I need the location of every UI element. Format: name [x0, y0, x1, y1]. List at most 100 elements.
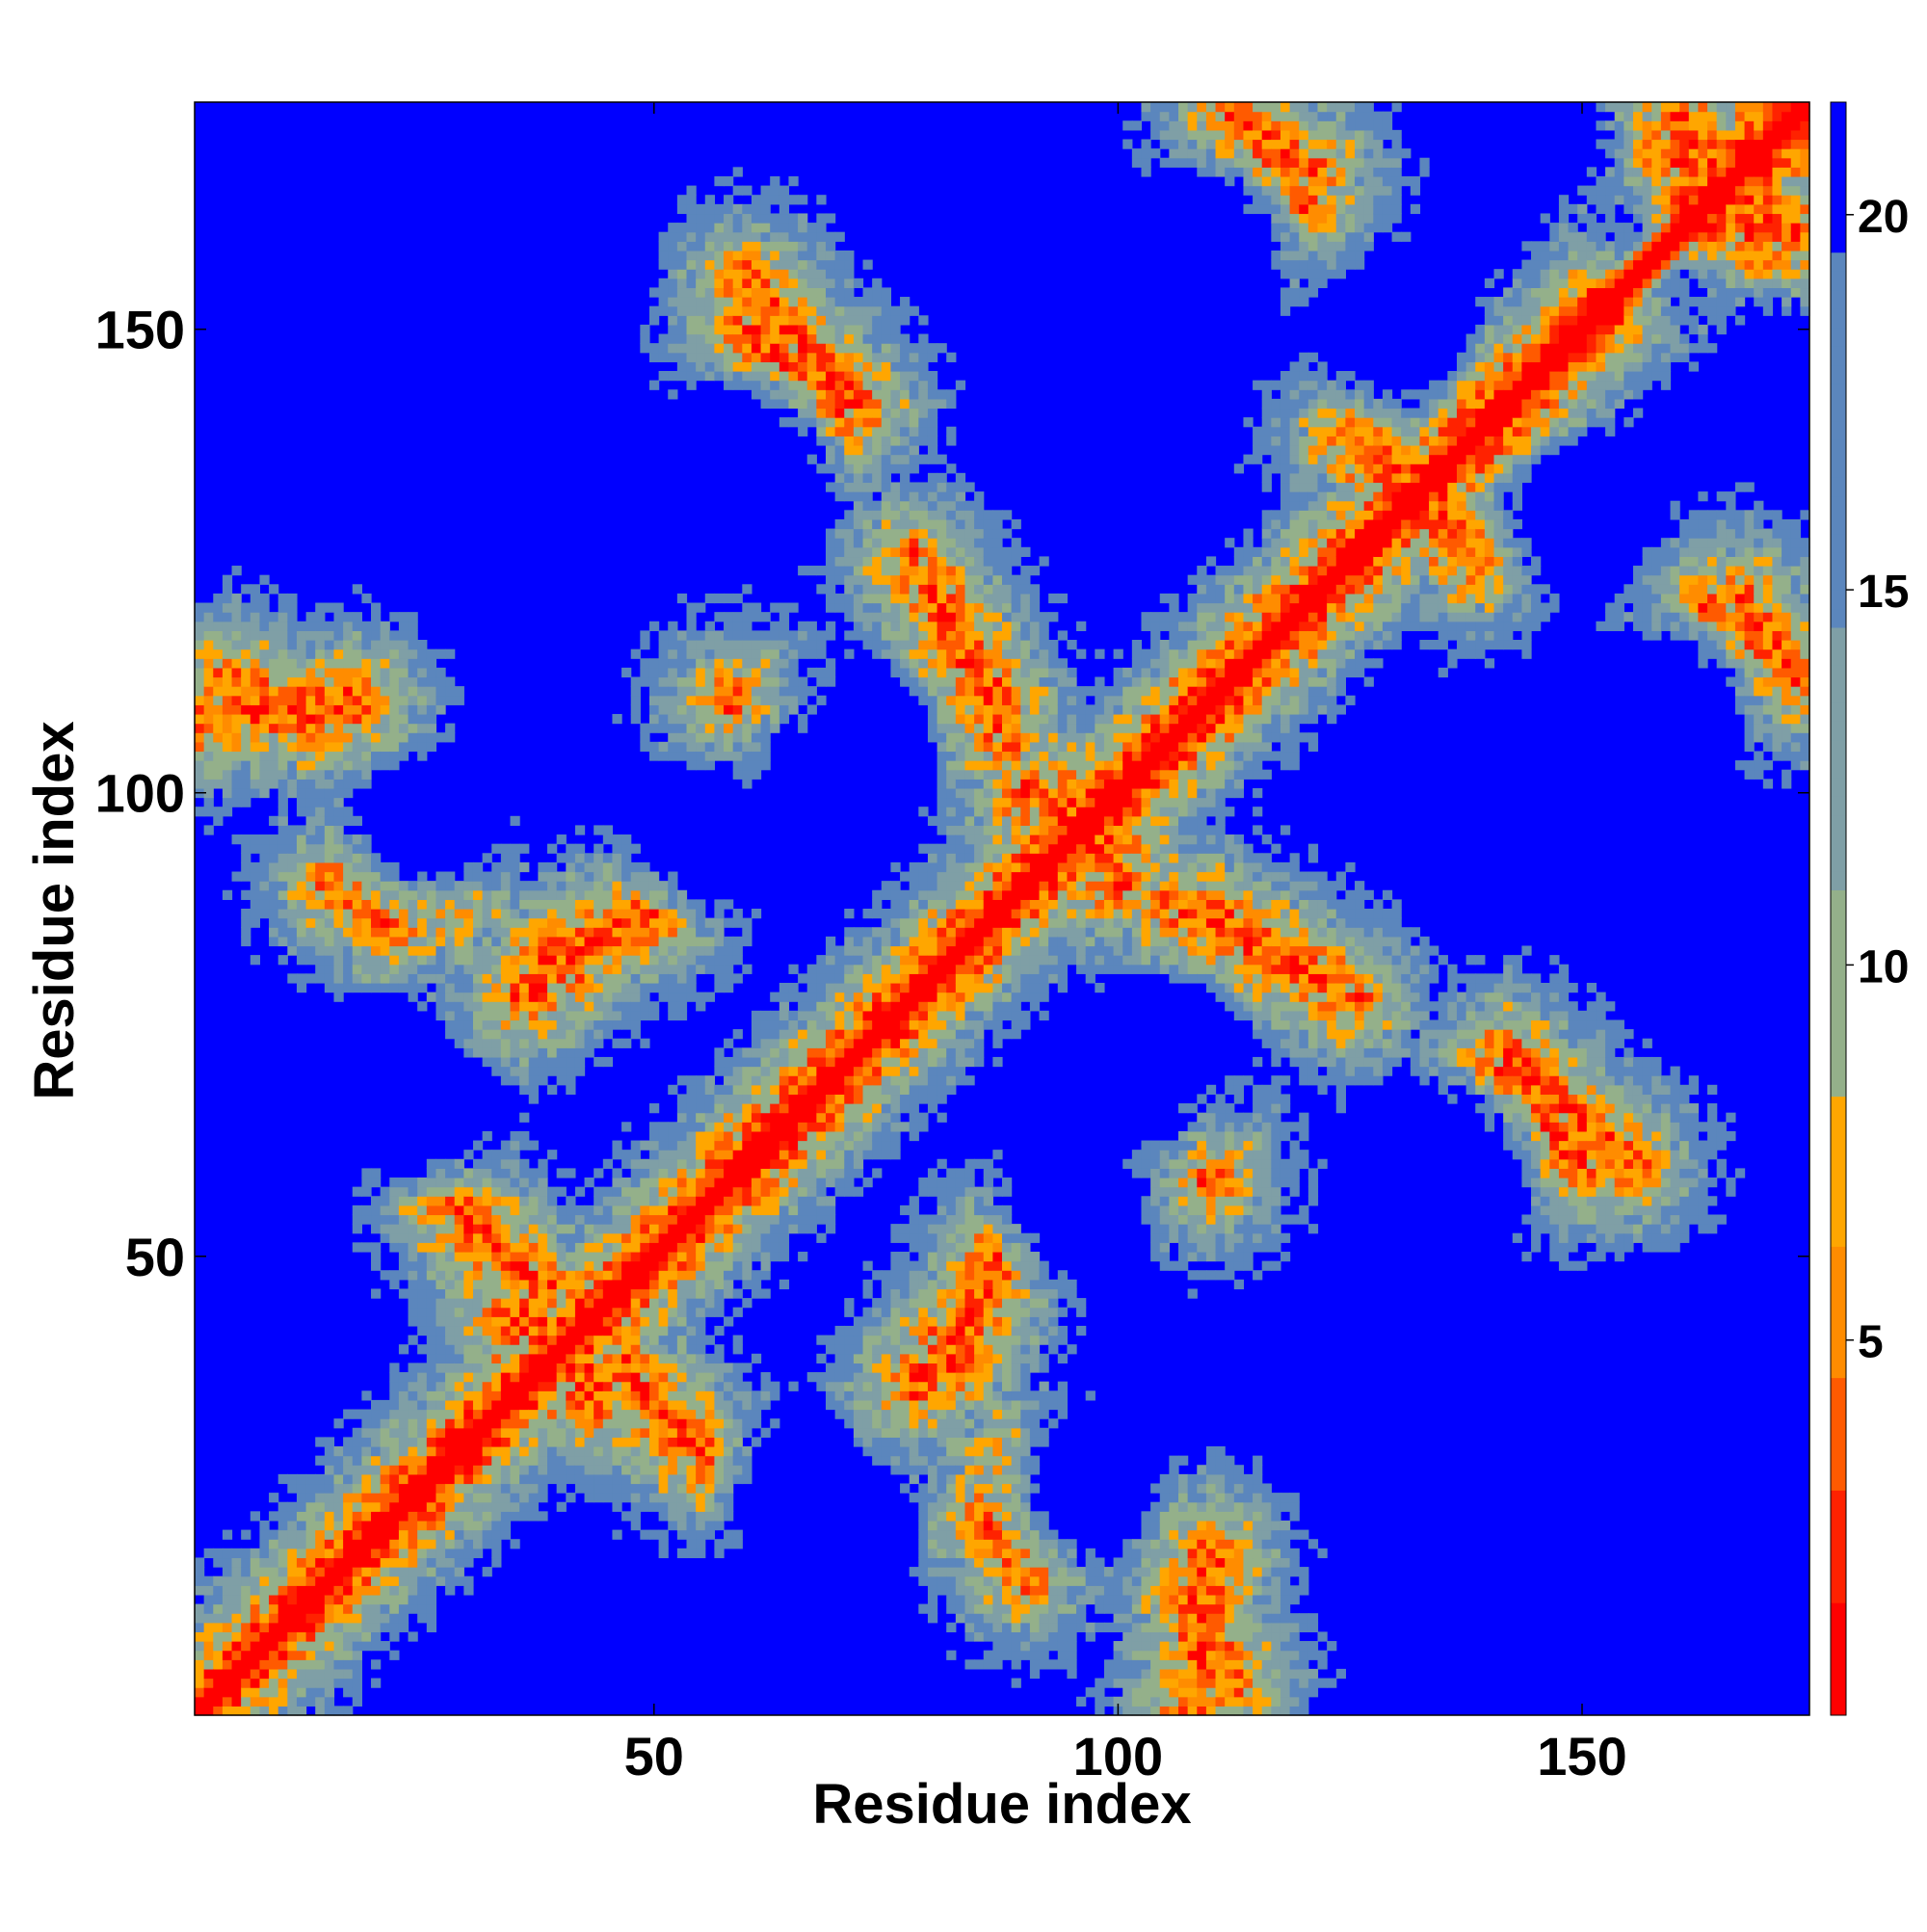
heatmap-cell: [751, 241, 762, 251]
heatmap-cell: [361, 1214, 372, 1225]
heatmap-cell: [594, 1298, 604, 1309]
heatmap-cell: [269, 1493, 279, 1503]
heatmap-cell: [640, 1307, 650, 1317]
heatmap-cell: [259, 853, 270, 863]
heatmap-cell: [519, 881, 530, 891]
heatmap-cell: [751, 1103, 762, 1114]
heatmap-cell: [389, 1363, 400, 1373]
heatmap-cell: [222, 1668, 233, 1680]
heatmap-cell: [806, 231, 817, 242]
heatmap-cell: [658, 287, 669, 298]
heatmap-cell: [361, 621, 372, 631]
heatmap-cell: [213, 741, 224, 753]
heatmap-cell: [538, 1298, 548, 1309]
heatmap-cell: [779, 343, 790, 354]
heatmap-cell: [361, 1455, 372, 1466]
heatmap-cell: [305, 760, 316, 771]
heatmap-cell: [853, 1372, 864, 1383]
heatmap-cell: [343, 1446, 354, 1457]
heatmap-cell: [686, 1242, 697, 1253]
heatmap-cell: [287, 853, 298, 863]
heatmap-cell: [658, 241, 669, 251]
heatmap-cell: [696, 760, 706, 771]
heatmap-cell: [250, 676, 261, 687]
heatmap-cell: [482, 1501, 492, 1512]
heatmap-cell: [287, 945, 298, 956]
heatmap-cell: [696, 1251, 706, 1262]
heatmap-cell: [732, 667, 743, 678]
heatmap-cell: [324, 889, 335, 900]
heatmap-cell: [760, 1427, 771, 1438]
heatmap-cell: [500, 1204, 512, 1216]
heatmap-cell: [594, 1270, 604, 1281]
heatmap-cell: [269, 1529, 279, 1540]
heatmap-cell: [324, 853, 335, 863]
heatmap-cell: [779, 602, 790, 613]
heatmap-cell: [491, 1335, 502, 1345]
heatmap-cell: [798, 371, 808, 382]
heatmap-cell: [696, 732, 706, 743]
heatmap-cell: [277, 1603, 288, 1614]
heatmap-cell: [844, 315, 855, 326]
heatmap-cell: [770, 1122, 780, 1132]
heatmap-cell: [676, 1409, 688, 1419]
heatmap-cell: [602, 1001, 614, 1012]
heatmap-cell: [630, 1010, 641, 1021]
heatmap-cell: [640, 1335, 650, 1345]
heatmap-cell: [825, 1103, 836, 1114]
heatmap-cell: [630, 964, 641, 974]
heatmap-cell: [222, 751, 233, 761]
heatmap-cell: [724, 1381, 734, 1391]
heatmap-cell: [324, 1493, 335, 1503]
heatmap-cell: [287, 825, 298, 835]
heatmap-cell: [825, 361, 836, 372]
heatmap-cell: [566, 1288, 576, 1299]
heatmap-cell: [454, 1390, 464, 1401]
heatmap-cell: [333, 1455, 344, 1466]
heatmap-cell: [779, 658, 790, 669]
heatmap-cell: [668, 1344, 678, 1355]
heatmap-cell: [612, 1409, 622, 1419]
heatmap-cell: [798, 640, 808, 650]
heatmap-cell: [676, 964, 688, 974]
heatmap-cell: [566, 1465, 576, 1475]
heatmap-cell: [704, 1232, 715, 1243]
heatmap-cell: [389, 1473, 400, 1485]
heatmap-cell: [621, 871, 632, 882]
heatmap-cell: [770, 1010, 780, 1021]
heatmap-cell: [361, 1631, 372, 1642]
heatmap-cell: [445, 1186, 456, 1197]
heatmap-cell: [195, 602, 205, 613]
heatmap-cell: [556, 1307, 567, 1317]
heatmap-cell: [371, 1204, 382, 1216]
heatmap-cell: [250, 1603, 261, 1614]
heatmap-cell: [696, 1418, 706, 1429]
heatmap-cell: [352, 917, 362, 928]
heatmap-cell: [584, 1178, 594, 1188]
heatmap-cell: [250, 843, 261, 854]
heatmap-cell: [704, 1130, 715, 1142]
heatmap-cell: [621, 1399, 632, 1411]
heatmap-cell: [566, 1001, 576, 1012]
heatmap-cell: [454, 1307, 464, 1317]
heatmap-cell: [658, 1390, 669, 1401]
heatmap-cell: [686, 1158, 697, 1169]
heatmap-cell: [844, 1150, 855, 1160]
heatmap-cell: [816, 241, 827, 251]
heatmap-cell: [315, 1603, 326, 1614]
heatmap-cell: [417, 1372, 428, 1383]
heatmap-cell: [732, 1381, 743, 1391]
heatmap-cell: [454, 1455, 464, 1466]
heatmap-cell: [195, 676, 205, 687]
heatmap-cell: [825, 676, 836, 687]
heatmap-cell: [724, 732, 734, 743]
heatmap-cell: [760, 1381, 771, 1391]
heatmap-cell: [696, 1335, 706, 1345]
heatmap-cell: [668, 1122, 678, 1132]
heatmap-cell: [806, 1103, 817, 1114]
heatmap-cell: [426, 1501, 437, 1512]
heatmap-cell: [806, 1122, 817, 1132]
heatmap-cell: [658, 936, 669, 947]
heatmap-cell: [436, 899, 446, 910]
heatmap-cell: [844, 1047, 855, 1058]
